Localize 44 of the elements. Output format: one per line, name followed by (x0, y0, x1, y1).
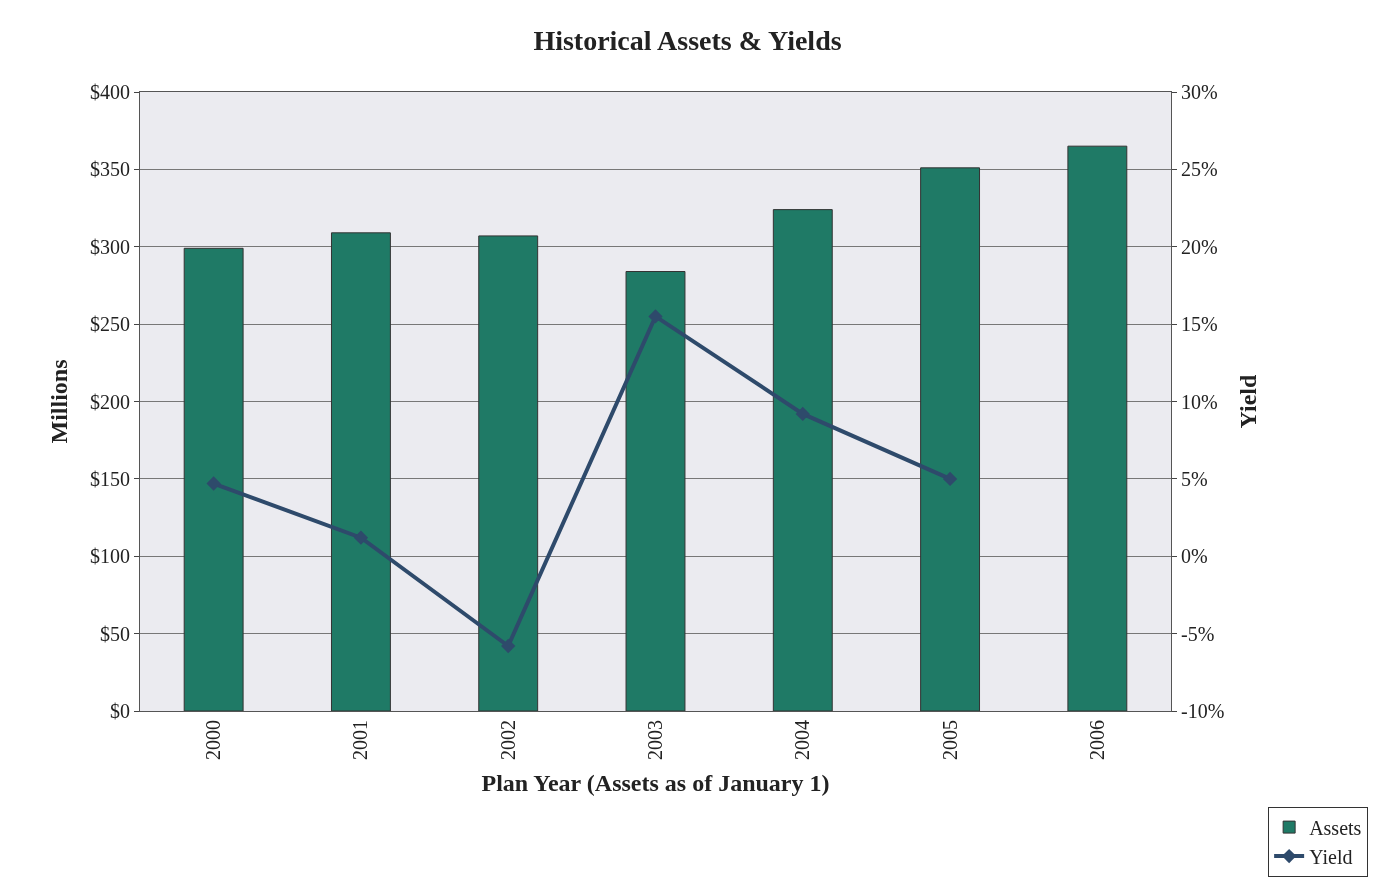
x-tick-label: 2003 (644, 720, 666, 760)
legend-label: Assets (1309, 816, 1362, 839)
point (501, 638, 516, 654)
bar (920, 167, 981, 711)
legend-label: Yield (1309, 845, 1353, 868)
bar (772, 209, 833, 711)
y-tick-label: $200 (90, 390, 130, 413)
point (353, 530, 369, 545)
bar (625, 271, 686, 711)
point (942, 471, 958, 487)
y-tick-label: $250 (90, 313, 130, 336)
y2-tick-label: 20% (1181, 235, 1218, 258)
bar (1067, 145, 1128, 711)
point (648, 309, 663, 324)
x-tick-label: 2000 (202, 720, 225, 760)
chart-title: Historical Assets & Yields (533, 25, 842, 57)
y-tick-label: $100 (90, 545, 130, 568)
x-axis-title: Plan Year (Assets as of January 1) (481, 770, 830, 797)
y2-tick-label: -5% (1181, 622, 1215, 645)
y-tick-label: $50 (100, 622, 130, 645)
x-tick-label: 2002 (496, 720, 519, 760)
y2-tick-label: 10% (1181, 390, 1218, 413)
y2-tick-label: -10% (1181, 700, 1225, 722)
y-tick-label: $300 (90, 235, 130, 258)
bar (330, 232, 391, 711)
point (795, 406, 810, 422)
y2-tick-label: 25% (1181, 158, 1218, 181)
y-tick-label: $350 (90, 158, 130, 181)
x-tick-label: 2001 (349, 720, 372, 760)
y2-tick-label: 0% (1181, 545, 1208, 568)
x-tick-label: 2005 (938, 720, 961, 760)
bar (478, 235, 539, 711)
y-tick-label: $0 (110, 700, 130, 722)
x-tick-label: 2004 (791, 720, 814, 760)
bar (183, 247, 244, 711)
y-tick-label: $150 (90, 467, 130, 490)
x-tick-label: 2006 (1085, 720, 1108, 760)
y2-tick-label: 30% (1181, 81, 1218, 103)
y2-axis-title: Yield (1234, 373, 1261, 429)
y2-tick-label: 5% (1181, 467, 1208, 490)
y-axis-title: Millions (46, 359, 73, 444)
y2-tick-label: 15% (1181, 313, 1218, 336)
point (206, 476, 221, 491)
y-tick-label: $400 (90, 81, 130, 103)
